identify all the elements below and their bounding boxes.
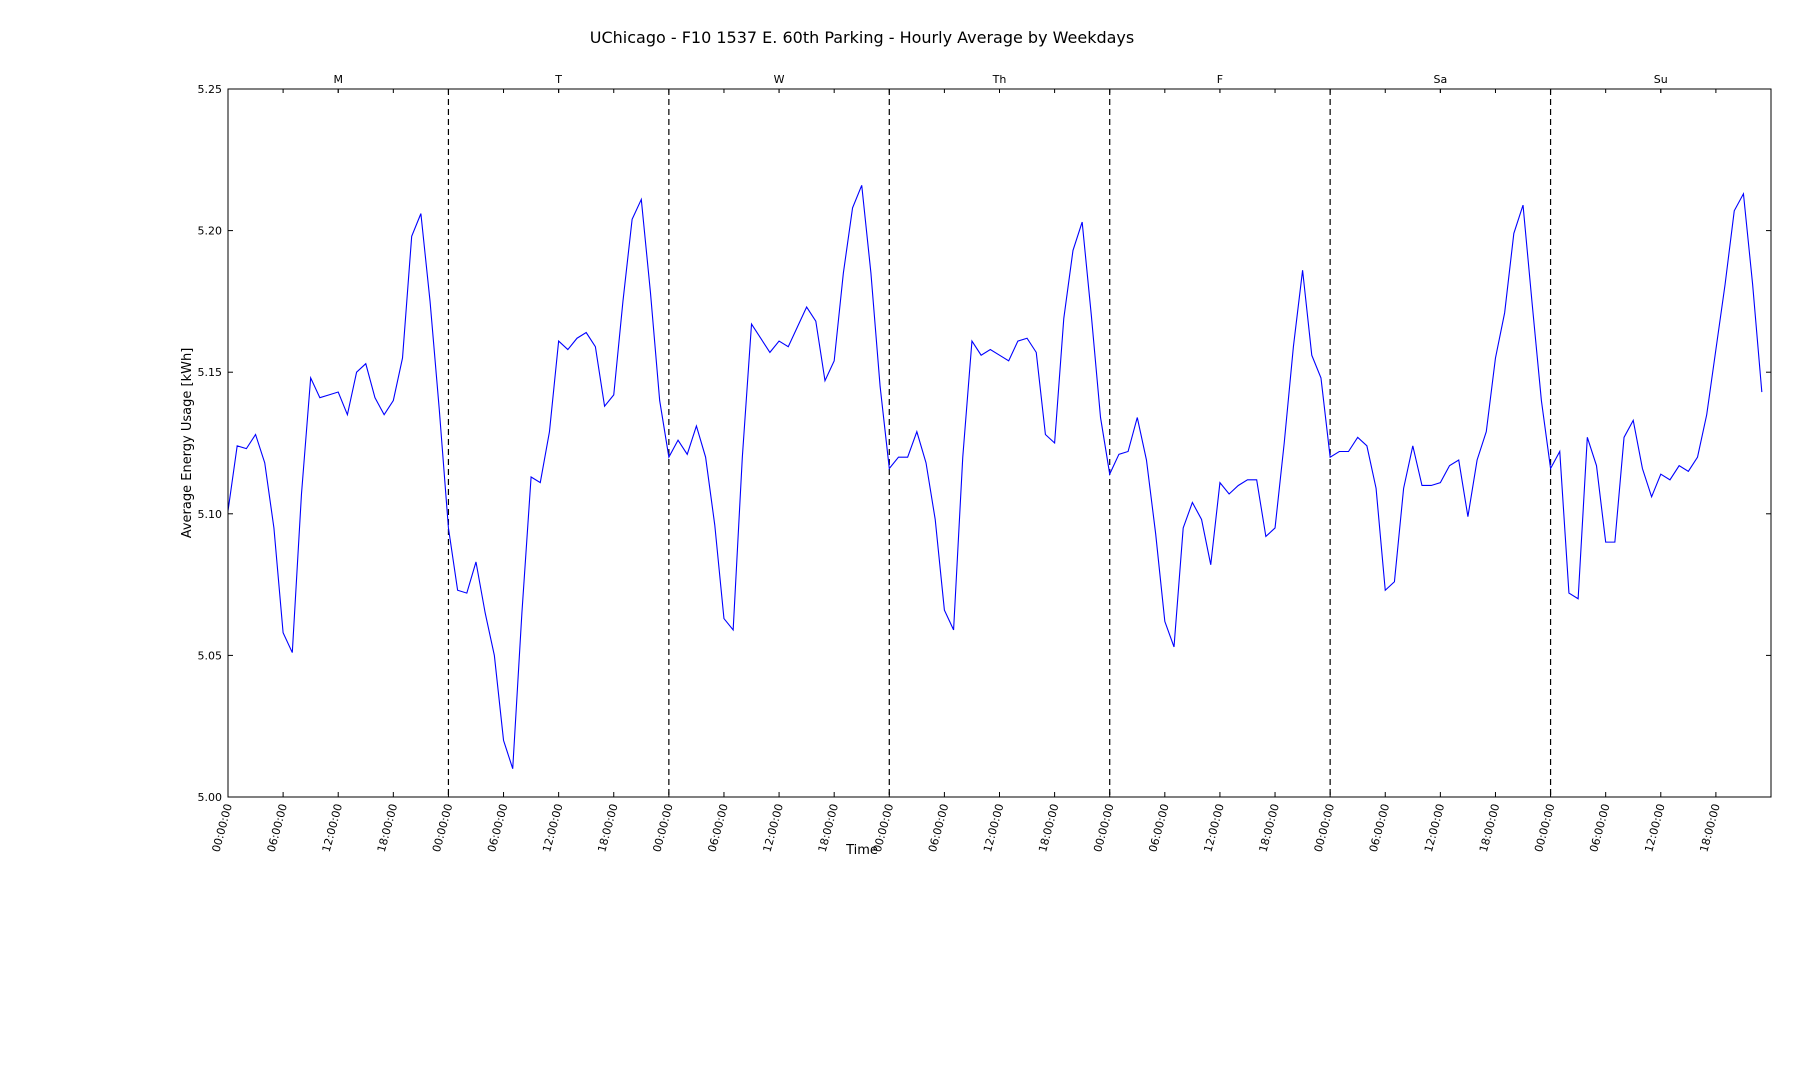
x-tick-label: 12:00:00 bbox=[1422, 802, 1447, 853]
x-tick-label: 00:00:00 bbox=[430, 802, 455, 853]
x-tick-label: 06:00:00 bbox=[1367, 802, 1392, 853]
x-tick-label: 12:00:00 bbox=[320, 802, 345, 853]
x-tick-label: 06:00:00 bbox=[706, 802, 731, 853]
energy-usage-line bbox=[227, 185, 1763, 769]
x-tick-label: 18:00:00 bbox=[1477, 802, 1502, 853]
y-tick-label: 5.00 bbox=[198, 791, 223, 804]
x-tick-label: 00:00:00 bbox=[1312, 802, 1337, 853]
x-tick-label: 06:00:00 bbox=[265, 802, 290, 853]
y-axis-label: Average Energy Usage [kWh] bbox=[180, 348, 195, 539]
x-tick-label: 12:00:00 bbox=[1642, 802, 1667, 853]
x-tick-label: 00:00:00 bbox=[210, 802, 235, 853]
x-tick-label: 12:00:00 bbox=[540, 802, 565, 853]
plot-frame bbox=[227, 88, 1772, 798]
chart-title: UChicago - F10 1537 E. 60th Parking - Ho… bbox=[590, 28, 1134, 47]
x-tick-label: 06:00:00 bbox=[1587, 802, 1612, 853]
axes-layer: 5.00 5.05 5.10 5.15 5.20 5.25 00:00:00 06:00:00… bbox=[198, 73, 1772, 853]
day-label: M bbox=[333, 73, 343, 86]
x-tick-label: 12:00:00 bbox=[761, 802, 786, 853]
y-tick-label: 5.15 bbox=[198, 366, 223, 379]
x-tick-label: 12:00:00 bbox=[1201, 802, 1226, 853]
x-tick-label: 18:00:00 bbox=[1036, 802, 1061, 853]
day-label: Th bbox=[992, 73, 1007, 86]
y-tick-label: 5.05 bbox=[198, 649, 223, 662]
day-label: W bbox=[774, 73, 785, 86]
y-tick-label: 5.25 bbox=[198, 83, 223, 96]
x-tick-label: 06:00:00 bbox=[926, 802, 951, 853]
x-tick-label: 18:00:00 bbox=[1697, 802, 1722, 853]
x-tick-label: 00:00:00 bbox=[1532, 802, 1557, 853]
day-label: Su bbox=[1654, 73, 1668, 86]
y-tick-label: 5.20 bbox=[198, 225, 223, 238]
x-tick-label: 06:00:00 bbox=[485, 802, 510, 853]
day-label: Sa bbox=[1433, 73, 1447, 86]
day-label: F bbox=[1217, 73, 1223, 86]
x-tick-label: 00:00:00 bbox=[650, 802, 675, 853]
x-tick-label: 12:00:00 bbox=[981, 802, 1006, 853]
x-tick-label: 00:00:00 bbox=[871, 802, 896, 853]
x-axis-label: Time bbox=[845, 843, 878, 858]
day-separators bbox=[447, 89, 1552, 797]
x-tick-label: 18:00:00 bbox=[595, 802, 620, 853]
x-tick-label: 18:00:00 bbox=[816, 802, 841, 853]
x-tick-label: 06:00:00 bbox=[1146, 802, 1171, 853]
x-tick-label: 18:00:00 bbox=[1257, 802, 1282, 853]
x-tick-label: 00:00:00 bbox=[1091, 802, 1116, 853]
y-tick-label: 5.10 bbox=[198, 508, 223, 521]
day-label: T bbox=[554, 73, 562, 86]
x-tick-label: 18:00:00 bbox=[375, 802, 400, 853]
series-layer bbox=[227, 185, 1763, 769]
